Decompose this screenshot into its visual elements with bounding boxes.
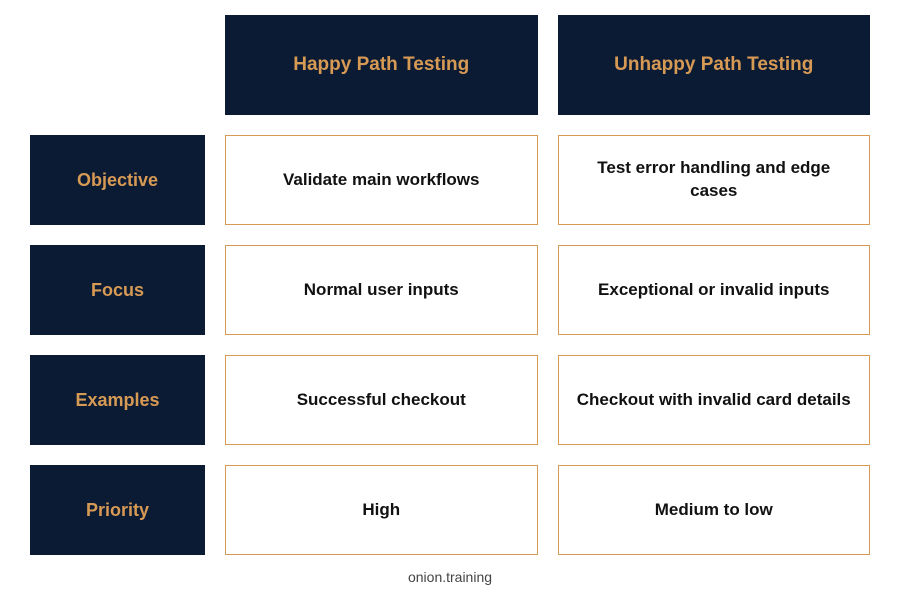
table-cell: Normal user inputs <box>225 245 538 335</box>
table-cell: Validate main workflows <box>225 135 538 225</box>
row-label-focus: Focus <box>30 245 205 335</box>
table-cell: Checkout with invalid card details <box>558 355 871 445</box>
row-label-examples: Examples <box>30 355 205 445</box>
row-label-priority: Priority <box>30 465 205 555</box>
table-cell: High <box>225 465 538 555</box>
column-header: Happy Path Testing <box>225 15 538 115</box>
column-header: Unhappy Path Testing <box>558 15 871 115</box>
table-cell: Medium to low <box>558 465 871 555</box>
table-cell: Test error handling and edge cases <box>558 135 871 225</box>
row-label-objective: Objective <box>30 135 205 225</box>
comparison-table: Happy Path Testing Unhappy Path Testing … <box>30 15 870 555</box>
table-cell: Successful checkout <box>225 355 538 445</box>
header-corner-empty <box>30 15 205 115</box>
footer-credit: onion.training <box>30 569 870 585</box>
table-cell: Exceptional or invalid inputs <box>558 245 871 335</box>
